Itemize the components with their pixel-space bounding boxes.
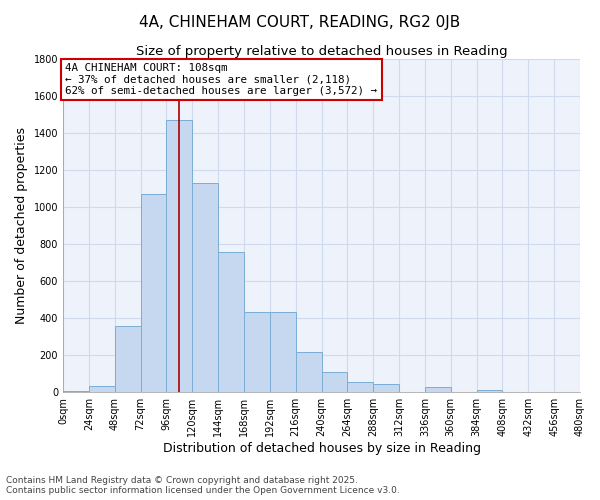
- Title: Size of property relative to detached houses in Reading: Size of property relative to detached ho…: [136, 45, 508, 58]
- Bar: [322, 372, 347, 392]
- Y-axis label: Number of detached properties: Number of detached properties: [15, 127, 28, 324]
- X-axis label: Distribution of detached houses by size in Reading: Distribution of detached houses by size …: [163, 442, 481, 455]
- Text: Contains HM Land Registry data © Crown copyright and database right 2025.
Contai: Contains HM Land Registry data © Crown c…: [6, 476, 400, 495]
- Bar: [192, 183, 218, 392]
- Bar: [296, 352, 322, 393]
- Bar: [218, 252, 244, 392]
- Bar: [347, 382, 373, 392]
- Bar: [373, 384, 399, 392]
- Bar: [115, 326, 140, 392]
- Bar: [270, 312, 296, 392]
- Bar: [244, 312, 270, 392]
- Bar: [140, 194, 166, 392]
- Text: 4A CHINEHAM COURT: 108sqm
← 37% of detached houses are smaller (2,118)
62% of se: 4A CHINEHAM COURT: 108sqm ← 37% of detac…: [65, 63, 377, 96]
- Bar: [425, 387, 451, 392]
- Bar: [166, 120, 192, 392]
- Bar: [89, 386, 115, 392]
- Bar: [63, 391, 89, 392]
- Bar: [476, 390, 502, 392]
- Text: 4A, CHINEHAM COURT, READING, RG2 0JB: 4A, CHINEHAM COURT, READING, RG2 0JB: [139, 15, 461, 30]
